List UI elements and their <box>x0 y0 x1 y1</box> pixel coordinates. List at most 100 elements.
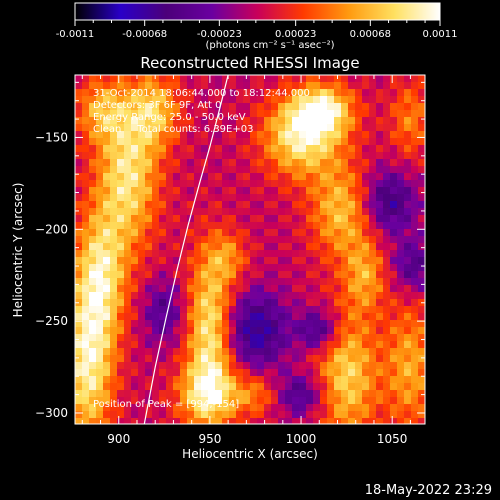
heatmap-cell <box>257 124 264 131</box>
heatmap-cell <box>285 369 292 376</box>
heatmap-cell <box>355 194 362 201</box>
heatmap-cell <box>292 411 299 418</box>
heatmap-cell <box>334 278 341 285</box>
heatmap-cell <box>166 82 173 89</box>
heatmap-cell <box>334 131 341 138</box>
heatmap-cell <box>138 180 145 187</box>
heatmap-cell <box>131 362 138 369</box>
heatmap-cell <box>173 243 180 250</box>
heatmap-cell <box>180 243 187 250</box>
heatmap-cell <box>89 152 96 159</box>
heatmap-cell <box>285 145 292 152</box>
heatmap-cell <box>348 264 355 271</box>
heatmap-cell <box>117 334 124 341</box>
heatmap-cell <box>292 250 299 257</box>
heatmap-cell <box>341 243 348 250</box>
heatmap-cell <box>145 271 152 278</box>
heatmap-cell <box>243 96 250 103</box>
heatmap-cell <box>124 229 131 236</box>
heatmap-cell <box>341 299 348 306</box>
heatmap-cell <box>215 376 222 383</box>
heatmap-cell <box>152 201 159 208</box>
heatmap-cell <box>369 404 376 411</box>
heatmap-cell <box>292 138 299 145</box>
heatmap-cell <box>397 75 404 82</box>
heatmap-cell <box>341 383 348 390</box>
heatmap-cell <box>376 75 383 82</box>
heatmap-cell <box>166 390 173 397</box>
heatmap-cell <box>194 404 201 411</box>
heatmap-cell <box>215 103 222 110</box>
heatmap-cell <box>390 180 397 187</box>
heatmap-cell <box>222 89 229 96</box>
heatmap-cell <box>306 201 313 208</box>
heatmap-cell <box>110 75 117 82</box>
heatmap-cell <box>404 278 411 285</box>
heatmap-cell <box>306 82 313 89</box>
heatmap-cell <box>383 348 390 355</box>
heatmap-cell <box>334 334 341 341</box>
heatmap-cell <box>418 278 425 285</box>
heatmap-cell <box>131 208 138 215</box>
heatmap-cell <box>257 292 264 299</box>
heatmap-cell <box>173 159 180 166</box>
peak-position-label: Position of Peak = [994,-154] <box>93 399 239 410</box>
heatmap-cell <box>187 145 194 152</box>
heatmap-cell <box>222 110 229 117</box>
heatmap-cell <box>334 222 341 229</box>
heatmap-cell <box>215 187 222 194</box>
heatmap-cell <box>222 418 229 424</box>
heatmap-cell <box>376 257 383 264</box>
heatmap-cell <box>180 222 187 229</box>
heatmap-cell <box>138 341 145 348</box>
heatmap-cell <box>194 411 201 418</box>
heatmap-cell <box>82 243 89 250</box>
heatmap-cell <box>117 229 124 236</box>
heatmap-cell <box>243 124 250 131</box>
heatmap-cell <box>383 180 390 187</box>
heatmap-cell <box>159 397 166 404</box>
heatmap-cell <box>96 299 103 306</box>
heatmap-cell <box>215 418 222 424</box>
heatmap-cell <box>166 89 173 96</box>
heatmap-cell <box>264 75 271 82</box>
heatmap-cell <box>418 82 425 89</box>
heatmap-cell <box>313 159 320 166</box>
heatmap-cell <box>257 173 264 180</box>
heatmap-cell <box>180 306 187 313</box>
heatmap-cell <box>236 320 243 327</box>
heatmap-cell <box>320 89 327 96</box>
heatmap-cell <box>124 194 131 201</box>
heatmap-cell <box>110 383 117 390</box>
heatmap-cell <box>117 194 124 201</box>
heatmap-cell <box>201 159 208 166</box>
heatmap-cell <box>390 194 397 201</box>
heatmap-cell <box>341 292 348 299</box>
heatmap-cell <box>194 397 201 404</box>
heatmap-cell <box>159 271 166 278</box>
heatmap-cell <box>341 250 348 257</box>
heatmap-cell <box>355 418 362 424</box>
heatmap-cell <box>285 180 292 187</box>
heatmap-cell <box>285 390 292 397</box>
heatmap-cell <box>222 96 229 103</box>
heatmap-cell <box>348 362 355 369</box>
heatmap-cell <box>411 138 418 145</box>
heatmap-cell <box>411 313 418 320</box>
heatmap-cell <box>159 292 166 299</box>
heatmap-cell <box>187 257 194 264</box>
heatmap-cell <box>292 96 299 103</box>
heatmap-cell <box>124 404 131 411</box>
heatmap-cell <box>264 397 271 404</box>
heatmap-cell <box>411 299 418 306</box>
heatmap-cell <box>376 194 383 201</box>
heatmap-cell <box>173 397 180 404</box>
heatmap-cell <box>166 96 173 103</box>
heatmap-cell <box>362 75 369 82</box>
heatmap-cell <box>229 390 236 397</box>
heatmap-cell <box>320 117 327 124</box>
heatmap-cell <box>327 159 334 166</box>
heatmap-cell <box>166 117 173 124</box>
heatmap-cell <box>404 145 411 152</box>
heatmap-cell <box>110 96 117 103</box>
